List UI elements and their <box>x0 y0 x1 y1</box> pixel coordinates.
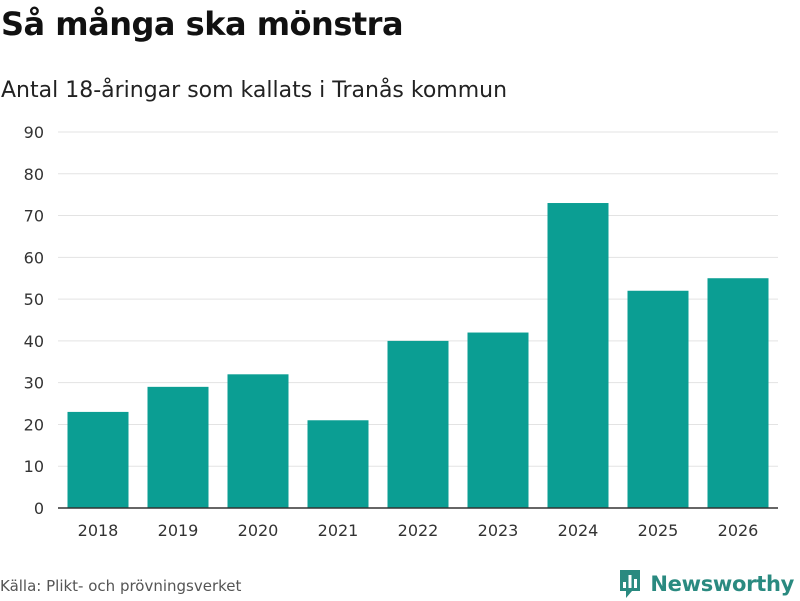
bar-2024 <box>547 203 609 508</box>
x-tick-label: 2020 <box>238 521 279 540</box>
brand-logo: Newsworthy <box>618 567 794 601</box>
y-tick-label: 80 <box>24 165 44 184</box>
x-axis-ticks: 2018 2019 2020 2021 2022 2023 2024 2025 2026 <box>78 521 759 540</box>
x-tick-label: 2021 <box>318 521 359 540</box>
x-tick-label: 2025 <box>638 521 679 540</box>
y-tick-label: 90 <box>24 123 44 142</box>
chart-title: Så många ska mönstra <box>1 5 404 43</box>
bar-2025 <box>627 290 689 508</box>
brand-name: Newsworthy <box>650 572 794 596</box>
bar-chart: 0 10 20 30 40 50 60 70 80 90 2018 2019 2020 2021 2022… <box>24 123 778 540</box>
bar-chart-logo-icon <box>620 570 641 598</box>
x-tick-label: 2026 <box>718 521 759 540</box>
y-tick-label: 20 <box>24 415 44 434</box>
y-tick-label: 50 <box>24 290 44 309</box>
x-tick-label: 2023 <box>478 521 519 540</box>
y-tick-label: 0 <box>34 499 44 518</box>
bar-2026 <box>707 278 769 508</box>
source-note: Källa: Plikt- och prövningsverket <box>0 577 242 595</box>
bar-2018 <box>67 411 129 508</box>
x-tick-label: 2022 <box>398 521 439 540</box>
y-tick-label: 40 <box>24 332 44 351</box>
y-tick-label: 60 <box>24 248 44 267</box>
bar-2020 <box>227 374 289 508</box>
y-tick-label: 30 <box>24 374 44 393</box>
chart-subtitle: Antal 18-åringar som kallats i Tranås ko… <box>1 78 508 103</box>
x-tick-label: 2019 <box>158 521 199 540</box>
bar-2022 <box>387 340 449 508</box>
x-tick-label: 2024 <box>558 521 599 540</box>
y-axis-ticks: 0 10 20 30 40 50 60 70 80 90 <box>24 123 44 518</box>
y-tick-label: 10 <box>24 457 44 476</box>
bars <box>67 203 769 508</box>
bar-2019 <box>147 386 209 508</box>
y-tick-label: 70 <box>24 207 44 226</box>
bar-2023 <box>467 332 529 508</box>
bar-2021 <box>307 420 369 508</box>
x-tick-label: 2018 <box>78 521 119 540</box>
